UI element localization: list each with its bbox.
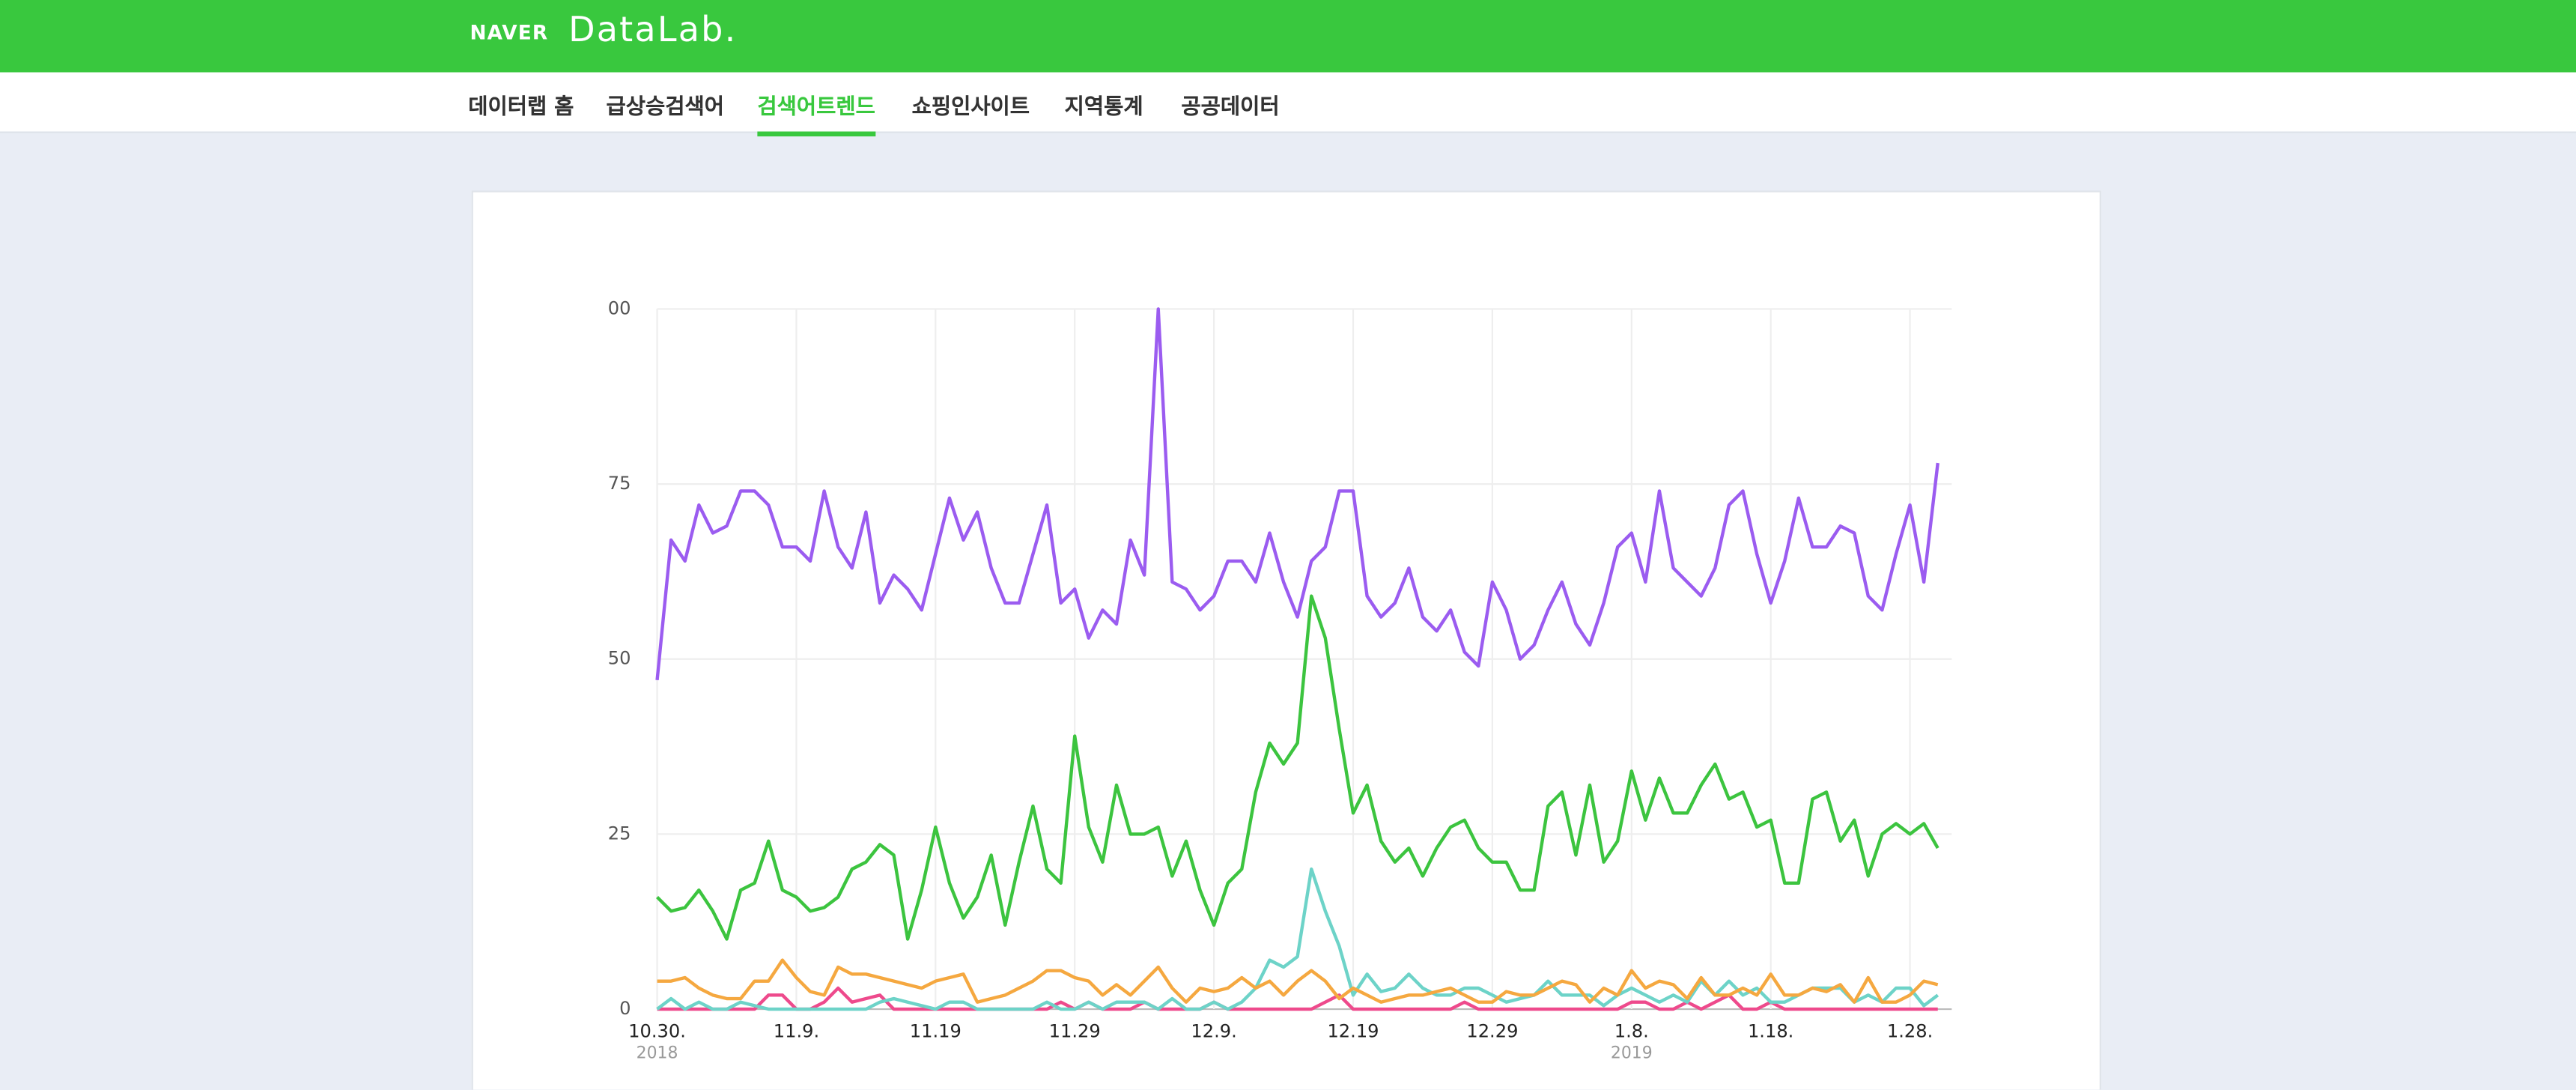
menu-item[interactable]: 검색어트렌드 — [757, 88, 875, 137]
x-tick-label: 11.9. — [774, 1021, 819, 1042]
menu-item[interactable]: 공공데이터 — [1181, 95, 1280, 121]
menu-item[interactable]: 지역통계 — [1064, 95, 1143, 121]
y-tick-label: 25 — [608, 823, 631, 844]
x-tick-label: 12.19 — [1327, 1021, 1379, 1042]
line — [655, 594, 1939, 941]
line — [656, 867, 1939, 1011]
x-tick-label: 11.29 — [1049, 1021, 1101, 1042]
x-tick-label: 1.18. — [1748, 1021, 1793, 1042]
line — [655, 307, 1939, 681]
top-bar: NAVER DataLab. — [0, 0, 2576, 73]
chart: 0 25 50 75 00 10.30. 11.9. 11.19 11.29 12.9. 12.19… — [608, 297, 1952, 1062]
logo[interactable]: NAVER — [470, 21, 549, 45]
line — [657, 986, 1938, 1011]
y-tick-label: 00 — [608, 297, 631, 318]
x-tick-label: 12.9. — [1191, 1021, 1236, 1042]
x-tick-label: 1.28. — [1887, 1021, 1933, 1042]
x-tick-label: 10.30. — [628, 1021, 686, 1042]
menu-bar: 데이터랩 홈 급상승검색어 검색어트렌드 쇼핑인사이트 지역통계 공공데이터 — [0, 72, 2576, 137]
menu-item[interactable]: 급상승검색어 — [606, 95, 724, 121]
x-tick-label: 11.19 — [910, 1021, 962, 1042]
year-label: 2018 — [637, 1044, 678, 1062]
menu-item[interactable]: 쇼핑인사이트 — [911, 95, 1030, 121]
y-tick-label: 50 — [608, 648, 631, 669]
site-title[interactable]: DataLab. — [568, 10, 738, 49]
x-tick-label: 12.29 — [1466, 1021, 1518, 1042]
x-tick-label: 1.8. — [1614, 1021, 1649, 1042]
chart-card: 0 25 50 75 00 10.30. 11.9. 11.19 11.29 12.9. 12.19… — [471, 190, 2101, 1090]
y-tick-label: 0 — [619, 998, 631, 1019]
y-tick-label: 75 — [608, 473, 631, 494]
year-label: 2019 — [1611, 1044, 1653, 1062]
menu-item[interactable]: 데이터랩 홈 — [468, 95, 574, 121]
line — [657, 958, 1939, 1004]
